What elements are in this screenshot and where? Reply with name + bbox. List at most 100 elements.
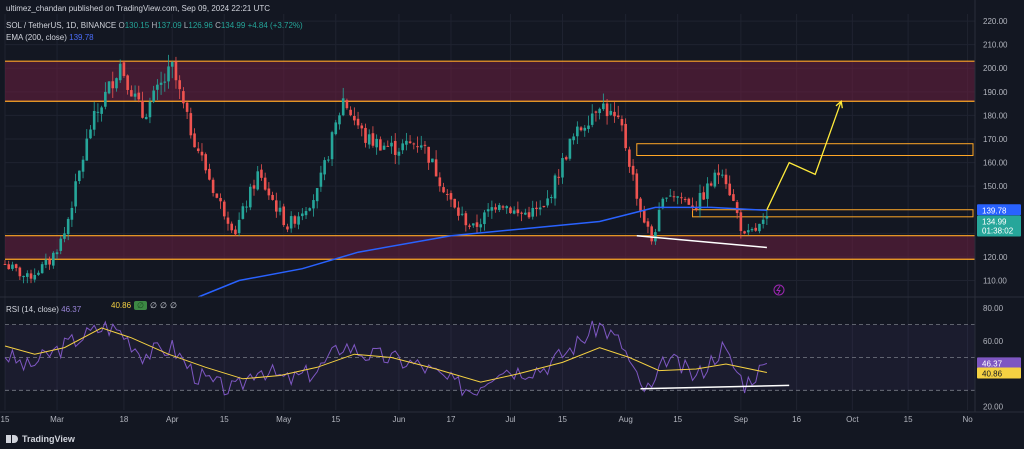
price-tick-label: 170.00 <box>983 135 1008 144</box>
candle-body <box>111 81 115 89</box>
price-tick-label: 180.00 <box>983 111 1008 120</box>
candle-body <box>483 212 486 225</box>
candle-body <box>18 267 22 277</box>
candle-body <box>115 78 118 89</box>
indicator-lines <box>198 99 843 298</box>
rsi-flag-0: ∅ <box>134 300 147 310</box>
tradingview-logo[interactable]: TradingView <box>6 434 75 444</box>
rsi-ma-line <box>4 327 768 383</box>
candle-body <box>758 223 761 232</box>
candle-body <box>74 181 77 207</box>
candles <box>3 54 769 284</box>
price-tick-label: 120.00 <box>983 253 1008 262</box>
time-tick-label: 16 <box>792 415 801 424</box>
candle-body <box>750 229 754 231</box>
candle-body <box>739 212 743 232</box>
candle-body <box>590 113 594 125</box>
candle-body <box>761 219 765 224</box>
publisher-line: ultimez_chandan published on TradingView… <box>6 4 271 13</box>
ema-price-label: 139.78 <box>982 206 1007 215</box>
candle-body <box>170 62 174 67</box>
time-tick-label: 18 <box>119 415 128 424</box>
candle-body <box>416 146 419 148</box>
candle-body <box>602 103 605 110</box>
candle-body <box>382 145 386 150</box>
candle-body <box>245 206 248 208</box>
candle-body <box>327 159 330 161</box>
ohlc-high: 137.09 <box>157 21 182 30</box>
candle-body <box>118 63 122 81</box>
candle-body <box>185 102 189 112</box>
time-tick-label: Aug <box>619 415 633 424</box>
candle-body <box>126 75 129 90</box>
candle-body <box>100 107 103 114</box>
candle-body <box>22 275 25 278</box>
candle-body <box>732 194 735 201</box>
candle-body <box>691 205 694 208</box>
last-price-label: 134.99 <box>982 218 1007 227</box>
candle-body <box>408 141 412 143</box>
candle-body <box>468 225 471 227</box>
candle-body <box>200 151 204 156</box>
candle-body <box>754 227 758 231</box>
rsi-ma-badge <box>977 367 1021 379</box>
candle-body <box>7 264 11 270</box>
axes: 220.00 210.00 200.00 190.00 180.00 170.00 160.… <box>0 0 1024 424</box>
candle-body <box>345 100 349 109</box>
candle-body <box>576 126 579 137</box>
symbol-name: SOL / TetherUS, 1D, BINANCE <box>6 21 117 30</box>
ohlc-o-label: O <box>118 21 125 30</box>
candle-body <box>609 110 613 115</box>
candle-body <box>616 115 620 118</box>
rsi-flag-3: ∅ <box>169 300 177 310</box>
candle-body <box>587 125 590 129</box>
rsi-value-badge <box>977 357 1021 369</box>
candle-body <box>405 140 408 145</box>
candle-body <box>349 109 352 116</box>
candle-body <box>401 143 404 151</box>
candle-body <box>635 173 639 199</box>
candle-body <box>735 202 739 214</box>
candle-body <box>338 115 341 125</box>
candle-body <box>301 213 304 217</box>
candle-body <box>286 226 289 230</box>
candle-body <box>48 259 51 265</box>
ema-legend[interactable]: EMA (200, close) 139.78 <box>6 33 94 42</box>
candle-body <box>152 90 155 102</box>
candle-body <box>706 183 709 199</box>
ema-value: 139.78 <box>69 33 94 42</box>
time-tick-label: May <box>276 415 291 424</box>
candle-body <box>375 138 378 148</box>
rsi-legend[interactable]: RSI (14, close) 46.37 <box>6 305 81 314</box>
zone-fill <box>5 235 975 260</box>
candle-body <box>52 252 55 266</box>
candle-body <box>698 192 702 210</box>
projection-path <box>766 101 842 210</box>
candle-body <box>59 238 63 251</box>
candle-body <box>642 210 646 223</box>
candle-body <box>524 212 527 215</box>
candle-body <box>278 207 282 212</box>
ohlc-h-label: H <box>151 21 158 30</box>
candle-body <box>226 217 230 224</box>
candle-body <box>234 229 237 235</box>
ohlc-open: 130.15 <box>124 21 150 30</box>
candle-body <box>501 206 505 208</box>
candle-body <box>360 125 364 129</box>
price-tick-label: 190.00 <box>983 88 1008 97</box>
rsi-tick-label: 20.00 <box>983 403 1004 412</box>
symbol-legend[interactable]: SOL / TetherUS, 1D, BINANCE O130.15 H137… <box>6 21 303 30</box>
ema-price-badge <box>977 204 1021 216</box>
candle-body <box>423 144 427 146</box>
candle-body <box>531 207 535 217</box>
time-tick-label: 15 <box>220 415 229 424</box>
time-tick-label: No <box>962 415 973 424</box>
bar-countdown-label: 01:38:02 <box>982 227 1014 236</box>
candle-body <box>419 145 423 148</box>
candle-body <box>464 213 468 226</box>
candle-body <box>237 219 241 234</box>
candle-body <box>628 149 631 167</box>
candle-body <box>713 172 717 187</box>
candle-body <box>583 127 587 131</box>
